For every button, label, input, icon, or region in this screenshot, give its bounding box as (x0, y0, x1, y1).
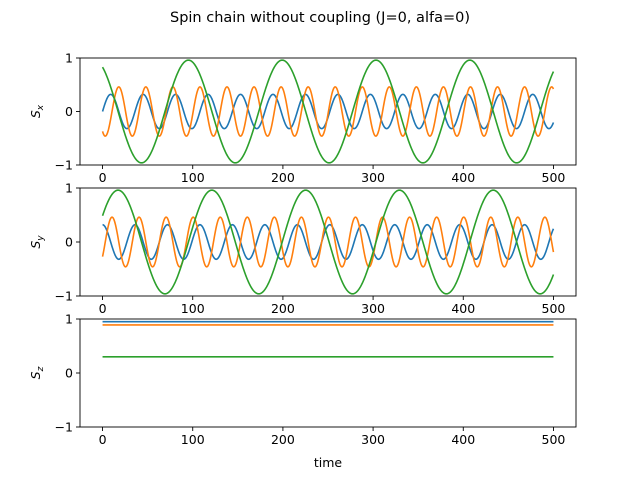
series-line-1 (102, 223, 555, 261)
x-tick-label: 300 (361, 301, 385, 316)
x-tick-label: 0 (99, 301, 107, 316)
x-tick-label: 400 (451, 170, 475, 185)
series-line-3 (101, 59, 555, 164)
y-tick-label: 0 (65, 104, 73, 119)
x-tick-label: 300 (361, 170, 385, 185)
figure-title: Spin chain without coupling (J=0, alfa=0… (170, 10, 470, 26)
y-tick-label: 0 (65, 366, 73, 381)
x-tick-label: 200 (271, 301, 295, 316)
x-axis-label: time (314, 455, 343, 470)
y-axis-label-subscript: x (36, 104, 46, 111)
y-tick-label: −1 (55, 158, 73, 173)
subplot-x: 0 100 200 300 400 500 1 0 −1 Sx (28, 51, 577, 185)
x-tick-label: 200 (271, 170, 295, 185)
series-line-2 (101, 86, 555, 137)
x-tick-label: 300 (361, 432, 385, 447)
x-tick-label: 0 (99, 432, 107, 447)
y-axis-label: Sx (28, 104, 46, 118)
y-axis-label: Sy (28, 235, 46, 249)
y-tick-label: 1 (65, 181, 73, 196)
x-tick-label: 200 (271, 432, 295, 447)
y-axis-label-subscript: y (36, 235, 46, 242)
subplot-z: 0 100 200 300 400 500 1 0 −1 Sz (28, 312, 577, 447)
x-tick-label: 100 (181, 432, 205, 447)
series-line-2 (101, 216, 555, 268)
series-line-3 (101, 189, 555, 295)
x-tick-label: 500 (542, 432, 566, 447)
y-tick-label: −1 (55, 289, 73, 304)
y-axis-label-main: S (28, 241, 43, 249)
y-axis-label-main: S (28, 371, 43, 379)
x-tick-label: 400 (451, 301, 475, 316)
y-tick-label: 1 (65, 51, 73, 66)
y-tick-label: 1 (65, 312, 73, 327)
y-axis-label: Sz (28, 366, 46, 379)
y-axis-label-main: S (28, 110, 43, 118)
y-axis-label-subscript: z (36, 366, 46, 372)
subplot-y: 0 100 200 300 400 500 1 0 −1 Sy (28, 181, 577, 316)
y-tick-label: −1 (55, 420, 73, 435)
axes-frame (79, 318, 577, 428)
x-tick-label: 500 (542, 301, 566, 316)
x-tick-label: 400 (451, 432, 475, 447)
x-tick-label: 100 (181, 301, 205, 316)
x-tick-label: 0 (99, 170, 107, 185)
x-tick-label: 100 (181, 170, 205, 185)
x-tick-label: 500 (542, 170, 566, 185)
y-tick-label: 0 (65, 235, 73, 250)
